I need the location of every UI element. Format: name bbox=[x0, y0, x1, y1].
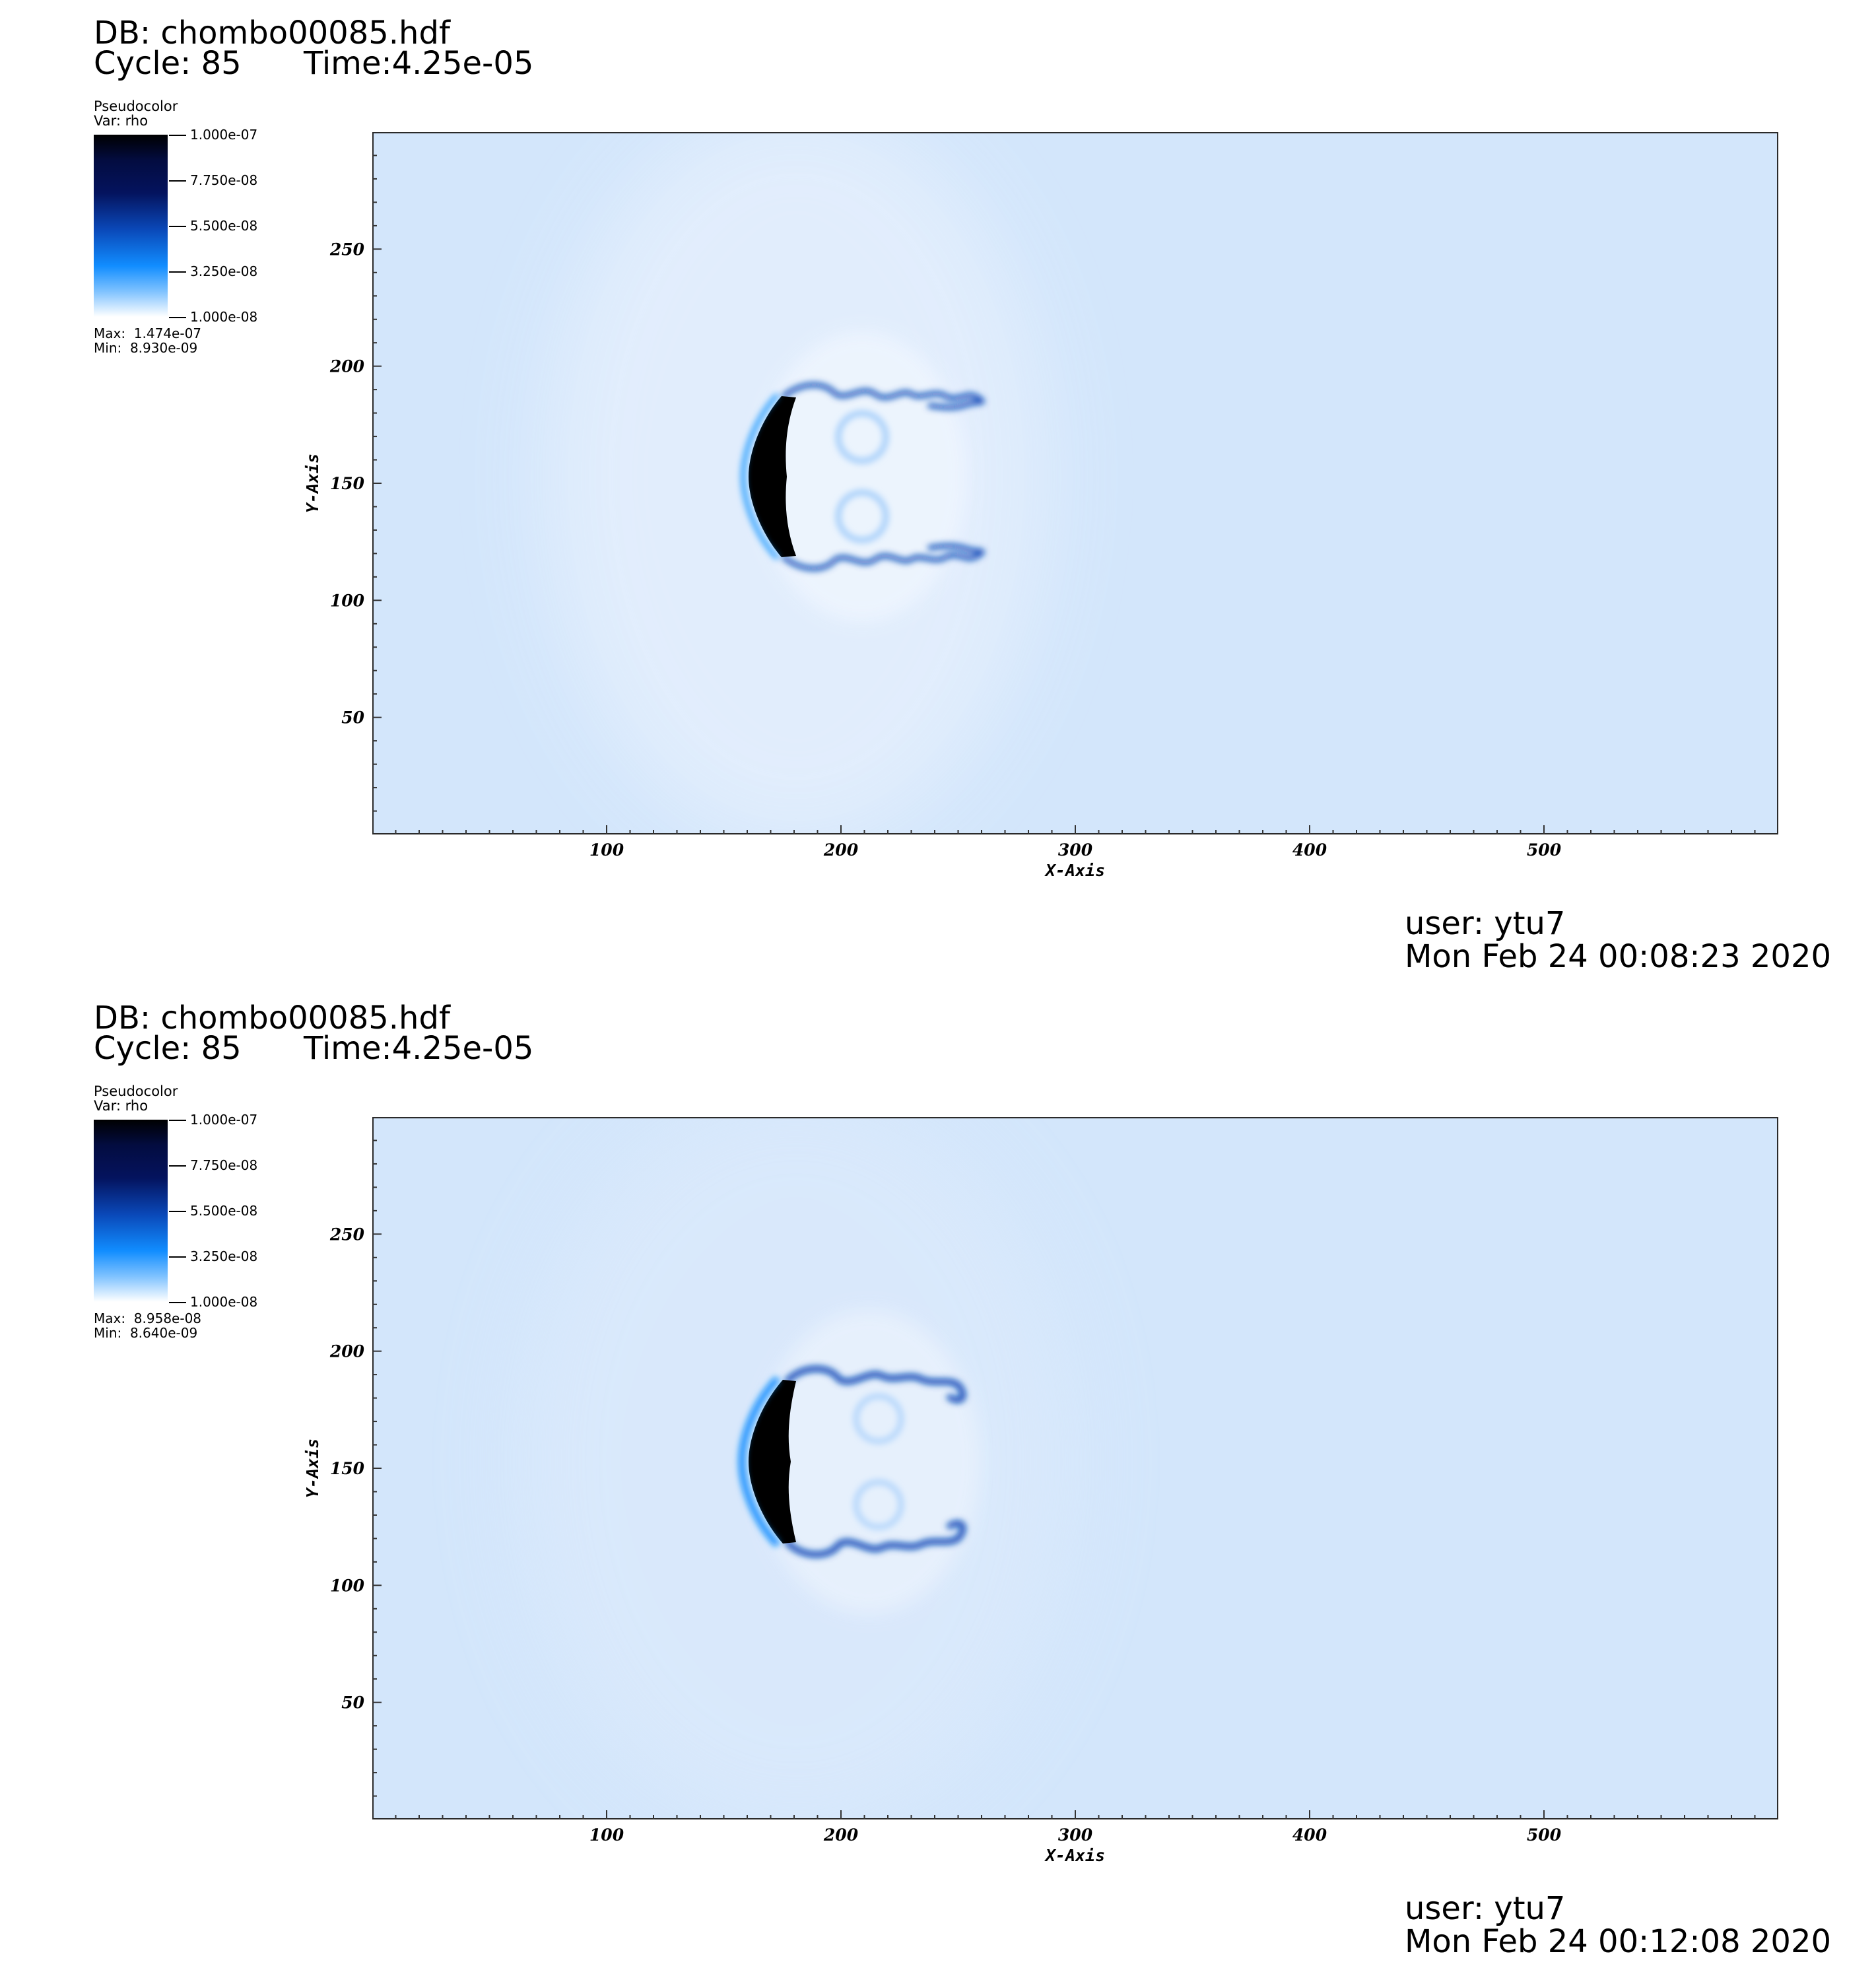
wake-region bbox=[756, 331, 968, 622]
y-ticks: 50 100 150 200 250 bbox=[329, 154, 382, 812]
y-tick-label: 100 bbox=[330, 591, 365, 610]
visit-panel-2: DB: chombo00085.hdf Cycle: 85 Time:4.25e… bbox=[0, 985, 1876, 1970]
vortex-lower bbox=[854, 1479, 904, 1530]
y-tick-label: 200 bbox=[329, 357, 365, 376]
y-tick-label: 250 bbox=[329, 1225, 365, 1244]
colorbar-tick bbox=[169, 135, 186, 136]
cycle-label: Cycle: 85 bbox=[94, 45, 242, 82]
y-tick-label: 150 bbox=[330, 1459, 365, 1478]
y-tick-label: 100 bbox=[330, 1576, 365, 1595]
colorbar-label: 5.500e-08 bbox=[190, 218, 258, 234]
db-label: DB: chombo00085.hdf bbox=[94, 15, 450, 51]
x-tick-label: 100 bbox=[589, 1825, 624, 1845]
colorbar-tick bbox=[169, 1120, 186, 1121]
pseudocolor-plot bbox=[372, 132, 1778, 834]
x-tick-label: 500 bbox=[1527, 1825, 1562, 1845]
colorbar-label: 7.750e-08 bbox=[190, 1157, 258, 1173]
y-axis-title: Y-Axis bbox=[303, 454, 322, 513]
colorbar-label: 7.750e-08 bbox=[190, 172, 258, 188]
y-axis-title: Y-Axis bbox=[303, 1439, 322, 1498]
legend-title: Pseudocolor bbox=[94, 98, 178, 114]
vortex-upper bbox=[836, 411, 888, 463]
pseudocolor-plot bbox=[372, 1117, 1778, 1819]
y-tick-label: 200 bbox=[329, 1342, 365, 1361]
x-tick-label: 200 bbox=[823, 1825, 859, 1845]
colorbar-label: 1.000e-07 bbox=[190, 1112, 258, 1128]
x-axis-title: X-Axis bbox=[1044, 861, 1105, 880]
colorbar-label: 5.500e-08 bbox=[190, 1203, 258, 1219]
legend-max: Max: 1.474e-07 bbox=[94, 325, 202, 341]
axes: 100 200 300 400 500 50 100 150 200 250 X-Axis Y-… bbox=[303, 1139, 1756, 1865]
legend-variable: Var: rho bbox=[94, 113, 149, 129]
colorbar-tick bbox=[169, 1165, 186, 1167]
x-tick-label: 400 bbox=[1292, 840, 1327, 860]
colorbar-tick bbox=[169, 271, 186, 273]
density-field bbox=[519, 1118, 1073, 1818]
y-tick-label: 150 bbox=[330, 474, 365, 493]
legend-min: Min: 8.640e-09 bbox=[94, 1325, 198, 1341]
x-tick-label: 400 bbox=[1292, 1825, 1327, 1845]
cloud-outline-upper bbox=[781, 382, 985, 410]
y-tick-label: 50 bbox=[341, 1693, 364, 1713]
cloud-outline-lower bbox=[781, 543, 985, 571]
cycle-label: Cycle: 85 bbox=[94, 1030, 242, 1067]
x-tick-label: 300 bbox=[1058, 1825, 1093, 1845]
legend-max: Max: 8.958e-08 bbox=[94, 1310, 202, 1326]
date-label: Mon Feb 24 00:08:23 2020 bbox=[1405, 938, 1832, 975]
colorbar-label: 3.250e-08 bbox=[190, 263, 258, 279]
y-tick-label: 250 bbox=[329, 240, 365, 259]
colorbar-tick bbox=[169, 1256, 186, 1258]
x-tick-label: 100 bbox=[589, 840, 624, 860]
vortex-lower bbox=[836, 490, 888, 543]
colorbar bbox=[94, 135, 168, 317]
colorbar-label: 3.250e-08 bbox=[190, 1248, 258, 1264]
x-tick-label: 200 bbox=[823, 840, 859, 860]
cloud-dense-front bbox=[749, 1380, 796, 1544]
colorbar-label: 1.000e-08 bbox=[190, 309, 258, 325]
user-label: user: ytu7 bbox=[1405, 1890, 1566, 1927]
vortex-upper bbox=[854, 1394, 904, 1444]
colorbar-tick bbox=[169, 1302, 186, 1303]
date-label: Mon Feb 24 00:12:08 2020 bbox=[1405, 1923, 1832, 1960]
density-field bbox=[545, 133, 1047, 833]
cloud-edge bbox=[738, 1376, 780, 1547]
colorbar-tick bbox=[169, 317, 186, 318]
x-tick-label: 500 bbox=[1527, 840, 1562, 860]
cloud-edge bbox=[741, 393, 780, 560]
colorbar-label: 1.000e-07 bbox=[190, 127, 258, 143]
colorbar bbox=[94, 1120, 168, 1302]
time-label: Time:4.25e-05 bbox=[304, 1030, 534, 1067]
legend-variable: Var: rho bbox=[94, 1098, 149, 1114]
colorbar-tick bbox=[169, 180, 186, 182]
axes: 100 200 300 400 500 50 100 150 200 250 X-Axis Y-… bbox=[303, 154, 1756, 880]
user-label: user: ytu7 bbox=[1405, 905, 1566, 942]
y-tick-label: 50 bbox=[341, 708, 364, 728]
colorbar-tick bbox=[169, 1211, 186, 1212]
visit-panel-1: DB: chombo00085.hdf Cycle: 85 Time:4.25e… bbox=[94, 15, 1832, 975]
x-axis-title: X-Axis bbox=[1044, 1846, 1105, 1865]
cloud-outline-lower bbox=[784, 1520, 966, 1558]
legend-min: Min: 8.930e-09 bbox=[94, 340, 198, 356]
legend-title: Pseudocolor bbox=[94, 1083, 178, 1099]
wake-region bbox=[756, 1310, 981, 1613]
y-ticks: 50 100 150 200 250 bbox=[329, 1139, 382, 1797]
time-label: Time:4.25e-05 bbox=[304, 45, 534, 82]
cloud-outline-upper bbox=[784, 1365, 966, 1403]
x-ticks: 100 200 300 400 500 bbox=[395, 1810, 1756, 1845]
cloud-dense-front bbox=[749, 396, 796, 557]
x-ticks: 100 200 300 400 500 bbox=[395, 825, 1756, 860]
x-tick-label: 300 bbox=[1058, 840, 1093, 860]
db-label: DB: chombo00085.hdf bbox=[94, 1000, 450, 1036]
colorbar-tick bbox=[169, 226, 186, 227]
colorbar-label: 1.000e-08 bbox=[190, 1294, 258, 1310]
